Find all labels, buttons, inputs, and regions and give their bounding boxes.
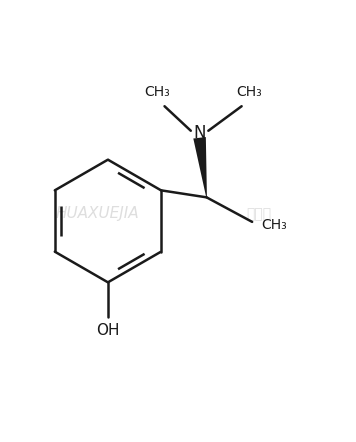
Polygon shape: [193, 137, 207, 198]
Text: CH₃: CH₃: [236, 85, 262, 99]
Text: 化学加: 化学加: [246, 207, 271, 221]
Text: CH₃: CH₃: [145, 85, 171, 99]
Text: N: N: [193, 123, 206, 141]
Text: OH: OH: [96, 323, 120, 338]
Text: CH₃: CH₃: [261, 218, 287, 232]
Text: HUAXUEJIA: HUAXUEJIA: [56, 206, 139, 221]
